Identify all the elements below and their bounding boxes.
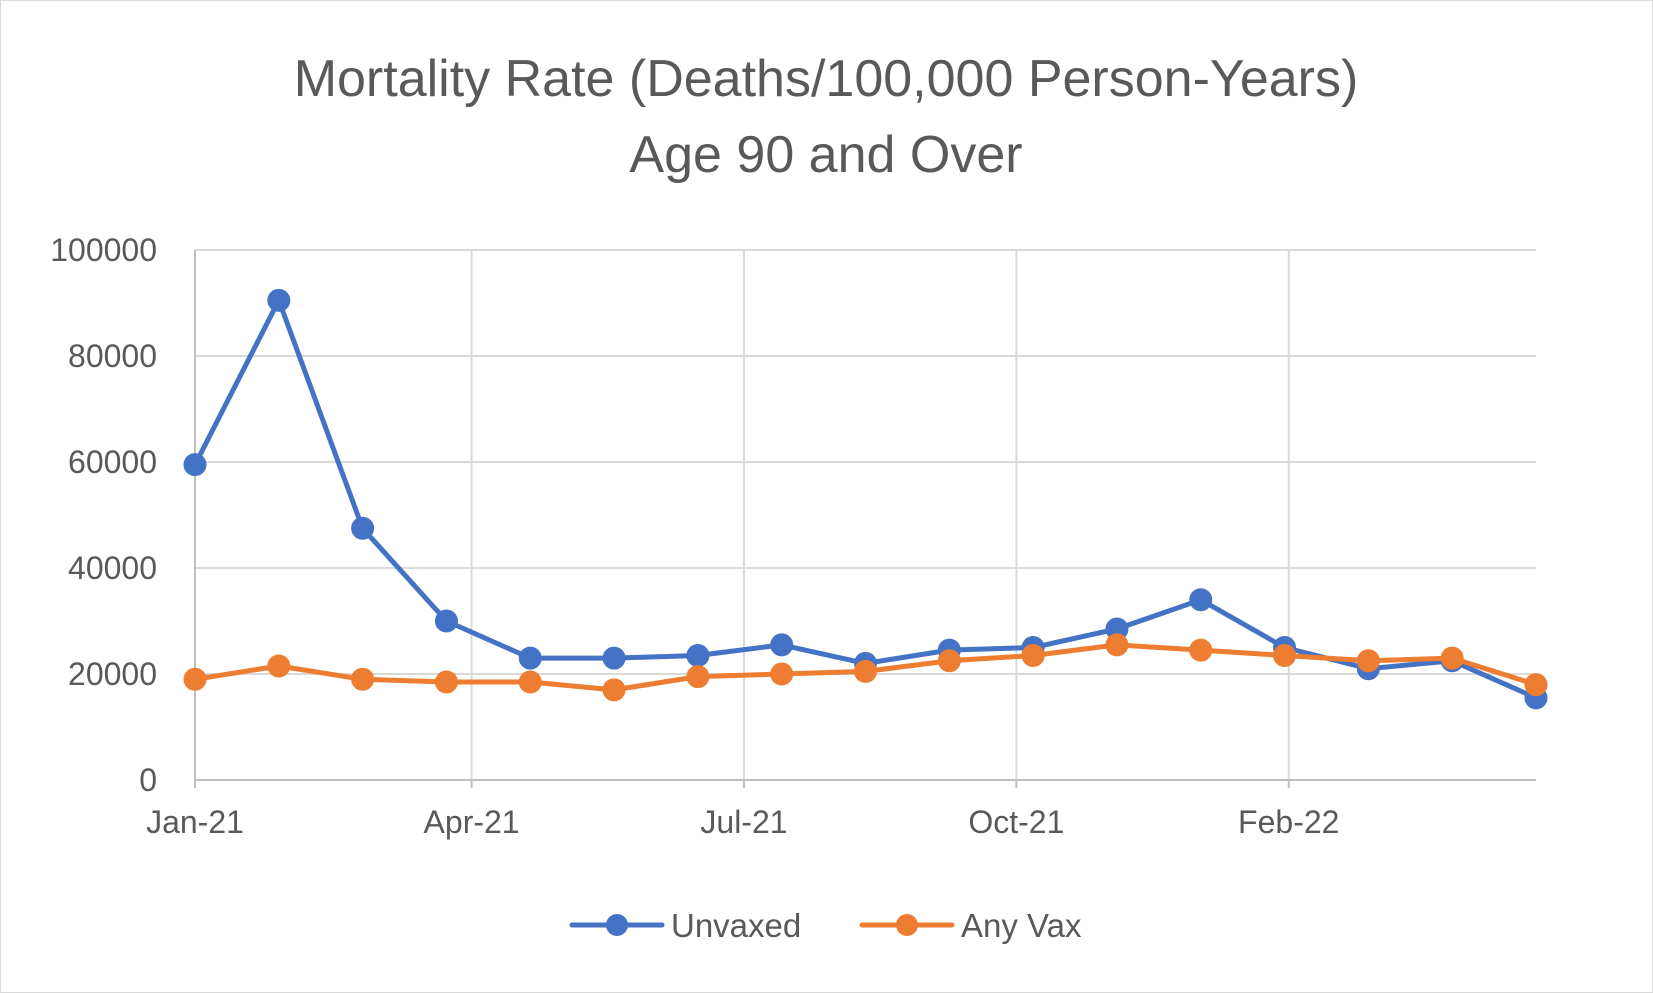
series-any-vax [183,633,1548,702]
series-line-unvaxed [192,297,1539,701]
data-point-any-vax [686,665,710,689]
data-point-any-vax [183,667,207,691]
series-group [183,288,1548,710]
y-tick-label: 80000 [68,338,157,374]
legend-label: Unvaxed [671,907,801,944]
data-point-unvaxed [183,453,207,477]
x-tick-label: Oct-21 [968,804,1064,840]
data-point-unvaxed [686,643,710,667]
data-point-any-vax [1021,643,1045,667]
data-point-unvaxed [351,516,375,540]
series-unvaxed [183,288,1548,710]
data-point-any-vax [937,649,961,673]
data-point-unvaxed [1189,588,1213,612]
x-tick-label: Jul-21 [700,804,787,840]
data-point-unvaxed [602,646,626,670]
gridlines [194,249,1536,788]
data-point-unvaxed [267,288,291,312]
data-point-any-vax [1356,649,1380,673]
data-point-any-vax [267,654,291,678]
legend-swatch-marker [896,914,918,936]
x-tick-label: Jan-21 [146,804,244,840]
y-tick-label: 100000 [50,232,157,268]
y-tick-label: 40000 [68,550,157,586]
data-point-any-vax [602,678,626,702]
y-tick-label: 0 [139,762,157,798]
data-point-any-vax [518,670,542,694]
data-point-any-vax [1189,638,1213,662]
data-point-unvaxed [518,646,542,670]
data-point-unvaxed [770,633,794,657]
data-point-any-vax [351,667,375,691]
chart-subtitle: Age 90 and Over [629,126,1022,184]
legend-swatch-marker [606,914,628,936]
data-point-unvaxed [434,609,458,633]
legend-item-unvaxed: Unvaxed [569,907,801,944]
legend-label: Any Vax [961,907,1082,944]
data-point-any-vax [1524,673,1548,697]
y-axis-ticks: 0 20000 40000 60000 80000 100000 [50,232,157,798]
data-point-any-vax [854,659,877,683]
chart-title: Mortality Rate (Deaths/100,000 Person-Ye… [294,50,1359,108]
y-tick-label: 20000 [68,656,157,692]
data-point-any-vax [1105,633,1129,657]
legend-item-any-vax: Any Vax [859,907,1082,944]
data-point-any-vax [770,662,794,686]
x-tick-label: Feb-22 [1238,804,1339,840]
y-tick-label: 60000 [68,444,157,480]
x-tick-label: Apr-21 [424,804,520,840]
data-point-any-vax [1440,646,1464,670]
data-point-any-vax [1273,643,1297,667]
data-point-any-vax [434,670,458,694]
legend: Unvaxed Any Vax [569,907,1082,944]
x-axis-ticks: Jan-21 Apr-21 Jul-21 Oct-21 Feb-22 [146,804,1339,840]
